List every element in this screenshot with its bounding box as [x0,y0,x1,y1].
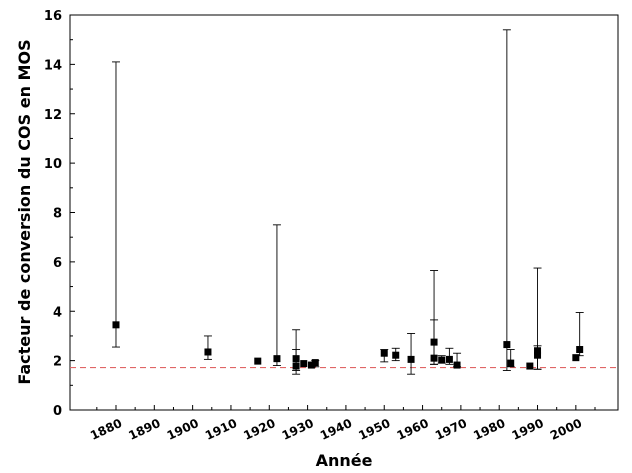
y-tick-label: 0 [53,404,62,419]
y-tick-label: 6 [53,256,62,271]
x-tick-label: 1910 [203,416,239,443]
data-point [307,361,315,369]
data-point [407,355,415,363]
y-tick-label: 4 [53,305,62,320]
data-point [292,362,300,370]
x-tick-label: 1890 [126,416,162,443]
x-tick-label: 1990 [510,416,546,443]
y-tick-label: 12 [44,108,62,123]
y-tick-label: 14 [44,58,62,73]
data-point [534,347,542,355]
data-point [438,356,446,364]
y-axis-ticks: 0 2 4 6 8 10 12 14 16 [44,9,75,419]
data-point [273,355,281,363]
x-tick-label: 1920 [241,416,277,443]
data-point [204,348,212,356]
data-point [526,362,534,370]
data-point [392,351,400,359]
data-point [311,359,319,367]
x-axis-title: Année [316,451,373,470]
data-point [576,346,584,354]
data-point [112,321,120,329]
y-tick-label: 16 [44,9,62,24]
y-tick-label: 2 [53,355,62,370]
x-tick-label: 1940 [318,416,354,443]
data-point [380,349,388,357]
x-tick-label: 2000 [548,416,584,443]
data-point [534,351,542,359]
data-point [254,357,262,365]
data-point [453,361,461,369]
x-tick-label: 1930 [280,416,316,443]
plot-area [69,14,619,411]
x-tick-label: 1950 [356,416,392,443]
data-point [503,341,511,349]
x-axis-ticks: 1880 1890 1900 1910 1920 1930 1940 1950 1960 1970… [88,405,596,443]
x-tick-label: 1900 [165,416,201,443]
data-point [430,338,438,346]
y-axis-title: Facteur de conversion du COS en MOS [15,39,34,384]
data-point [445,355,453,363]
data-point [430,354,438,362]
data-point [572,354,580,362]
x-tick-label: 1980 [471,416,507,443]
data-point [292,355,300,363]
y-tick-label: 8 [53,207,62,222]
y-tick-label: 10 [44,157,62,172]
data-markers [112,321,584,370]
x-tick-label: 1970 [433,416,469,443]
data-point [507,359,515,367]
x-tick-label: 1960 [395,416,431,443]
x-tick-label: 1880 [88,416,124,443]
data-point [300,360,308,368]
